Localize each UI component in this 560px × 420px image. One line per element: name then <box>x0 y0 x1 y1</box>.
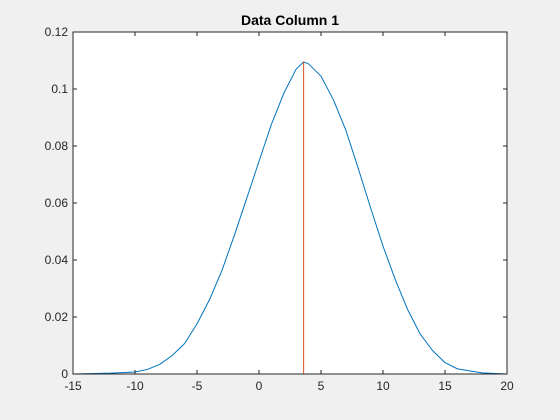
y-tick-label: 0.12 <box>45 25 69 39</box>
series-layer <box>72 61 508 375</box>
x-tick-label: -15 <box>64 379 82 393</box>
y-tick-label: 0 <box>61 367 68 381</box>
x-tick-label: 15 <box>438 379 452 393</box>
chart-title: Data Column 1 <box>241 12 339 28</box>
x-tick-label: -5 <box>192 379 203 393</box>
x-tick-label: 10 <box>376 379 390 393</box>
y-axis: 0 0.02 0.04 0.06 0.08 0.1 0.12 <box>45 25 507 381</box>
y-tick-label: 0.1 <box>51 82 68 96</box>
y-tick-label: 0.04 <box>45 253 69 267</box>
x-tick-label: 5 <box>318 379 325 393</box>
x-tick-label: 20 <box>500 379 514 393</box>
x-tick-label: 0 <box>256 379 263 393</box>
y-tick-label: 0.02 <box>45 310 69 324</box>
density-curve <box>72 61 508 375</box>
plot-area <box>73 32 507 374</box>
y-tick-label: 0.08 <box>45 139 69 153</box>
x-axis: -15 -10 -5 0 5 10 15 20 <box>64 32 514 393</box>
x-tick-label: -10 <box>126 379 144 393</box>
y-tick-label: 0.06 <box>45 196 69 210</box>
